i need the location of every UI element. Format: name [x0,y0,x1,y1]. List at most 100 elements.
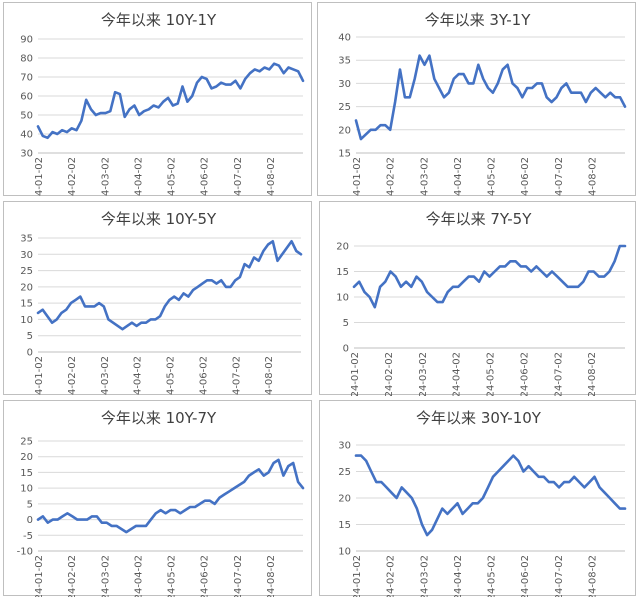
x-tick-label: 2024-02-02 [386,157,397,197]
chart-30y-10y: 今年以来 30Y-10Y 10 15 20 25 30 2024-01-02 2024-02-… [338,409,627,597]
x-tick-label: 2024-08-02 [587,555,598,597]
y-tick-label: 35 [338,56,351,67]
y-tick-label: 60 [20,92,33,103]
y-tick-label: 20 [338,125,351,136]
x-tick-label: 2024-08-02 [587,352,598,396]
chart-panel-10y-5y: 今年以来 10Y-5Y 0 5 10 15 20 25 30 35 2024-01-02 2024-… [3,201,312,396]
y-tick-label: 15 [338,149,351,160]
y-tick-label: 5 [27,499,33,510]
x-tick-label: 2024-05-02 [486,352,497,396]
y-tick-label: 40 [338,33,351,44]
y-tick-label: -5 [23,531,33,542]
series-line [352,244,627,309]
chart-10y-7y: 今年以来 10Y-7Y -10 -5 0 5 10 15 20 25 2024-01-02 2024… [17,409,305,597]
y-tick-label: 30 [20,250,33,261]
x-tick-label: 2024-06-02 [200,555,211,597]
x-tick-label: 2024-01-02 [352,555,363,597]
x-tick-label: 2024-04-02 [133,157,144,197]
y-tick-label: 10 [20,484,33,495]
chart-10y-5y: 今年以来 10Y-5Y 0 5 10 15 20 25 30 35 2024-01-02 2024-… [20,210,303,396]
x-tick-label: 2024-07-02 [231,356,242,396]
y-tick-label: 70 [20,73,33,84]
x-tick-label: 2024-08-02 [266,555,277,597]
x-tick-label: 2024-03-02 [100,356,111,396]
y-tick-label: 10 [338,547,351,558]
x-tick-label: 2024-07-02 [554,555,565,597]
y-tick-label: 0 [343,344,349,355]
chart-panel-30y-10y: 今年以来 30Y-10Y 10 15 20 25 30 2024-01-02 2024-02-… [319,400,636,597]
y-tick-label: 0 [27,515,33,526]
chart-panel-10y-7y: 今年以来 10Y-7Y -10 -5 0 5 10 15 20 25 2024-01-02 2024… [3,400,312,597]
y-tick-label: 30 [338,79,351,90]
x-tick-label: 2024-03-02 [418,352,429,396]
y-tick-label: 35 [20,234,33,245]
x-tick-label: 2024-02-02 [384,352,395,396]
x-tick-label: 2024-07-02 [233,555,244,597]
series-line [36,62,305,140]
x-tick-label: 2024-07-02 [554,157,565,197]
x-tick-label: 2024-06-02 [519,352,530,396]
x-tick-label: 2024-06-02 [520,555,531,597]
x-tick-label: 2024-05-02 [487,555,498,597]
chart-title: 今年以来 10Y-7Y [101,409,217,427]
x-tick-label: 2024-03-02 [100,157,111,197]
y-tick-label: 10 [336,293,349,304]
y-tick-label: 5 [343,318,349,329]
series-line [36,239,303,331]
y-tick-label: 90 [20,35,33,46]
x-tick-label: 2024-08-02 [264,356,275,396]
x-tick-label: 2024-08-02 [587,157,598,197]
x-tick-label: 2024-07-02 [233,157,244,197]
y-tick-label: 30 [338,441,351,452]
y-tick-label: 15 [336,267,349,278]
x-tick-label: 2024-06-02 [198,356,209,396]
y-tick-label: 25 [338,102,351,113]
x-tick-label: 2024-04-02 [453,157,464,197]
chart-panel-7y-5y: 今年以来 7Y-5Y 0 5 10 15 20 2024-01-02 2024-02-02 20… [319,201,636,396]
y-tick-label: 20 [338,494,351,505]
x-tick-label: 2024-01-02 [352,157,363,197]
x-tick-label: 2024-04-02 [133,356,144,396]
y-tick-label: 0 [27,348,33,359]
chart-title: 今年以来 10Y-5Y [101,210,217,228]
y-tick-label: 80 [20,54,33,65]
x-tick-label: 2024-05-02 [487,157,498,197]
series-line [354,454,627,537]
y-tick-label: 30 [20,149,33,160]
y-tick-label: 50 [20,111,33,122]
y-tick-label: 15 [20,468,33,479]
chart-7y-5y: 今年以来 7Y-5Y 0 5 10 15 20 2024-01-02 2024-02-02 20… [336,210,627,396]
series-line [36,458,305,534]
x-tick-label: 2024-01-02 [350,352,361,396]
y-tick-label: 40 [20,130,33,141]
x-tick-label: 2024-03-02 [419,157,430,197]
y-tick-label: -10 [17,547,33,558]
x-tick-label: 2024-04-02 [452,352,463,396]
x-tick-label: 2024-04-02 [453,555,464,597]
x-tick-label: 2024-03-02 [100,555,111,597]
x-tick-label: 2024-01-02 [34,356,45,396]
y-tick-label: 25 [20,266,33,277]
y-tick-label: 25 [338,467,351,478]
chart-panel-10y-1y: 今年以来 10Y-1Y 30 40 50 60 70 80 90 2024-01-02 2024-… [3,2,312,197]
chart-title: 今年以来 7Y-5Y [426,210,533,228]
x-tick-label: 2024-04-02 [133,555,144,597]
chart-title: 今年以来 10Y-1Y [101,11,217,29]
chart-title: 今年以来 3Y-1Y [425,11,532,29]
y-tick-label: 5 [27,331,33,342]
y-tick-label: 15 [338,520,351,531]
y-tick-label: 20 [20,282,33,293]
x-tick-label: 2024-05-02 [166,356,177,396]
series-line [354,54,627,141]
x-tick-label: 2024-06-02 [200,157,211,197]
x-tick-label: 2024-05-02 [167,555,178,597]
x-tick-label: 2024-02-02 [67,157,78,197]
x-tick-label: 2024-07-02 [553,352,564,396]
x-tick-label: 2024-02-02 [67,356,78,396]
x-tick-label: 2024-05-02 [167,157,178,197]
x-tick-label: 2024-02-02 [386,555,397,597]
y-tick-label: 25 [20,437,33,448]
x-tick-label: 2024-03-02 [419,555,430,597]
x-tick-label: 2024-02-02 [67,555,78,597]
chart-3y-1y: 今年以来 3Y-1Y 15 20 25 30 35 40 2024-01-02 2024-02-… [338,11,627,197]
